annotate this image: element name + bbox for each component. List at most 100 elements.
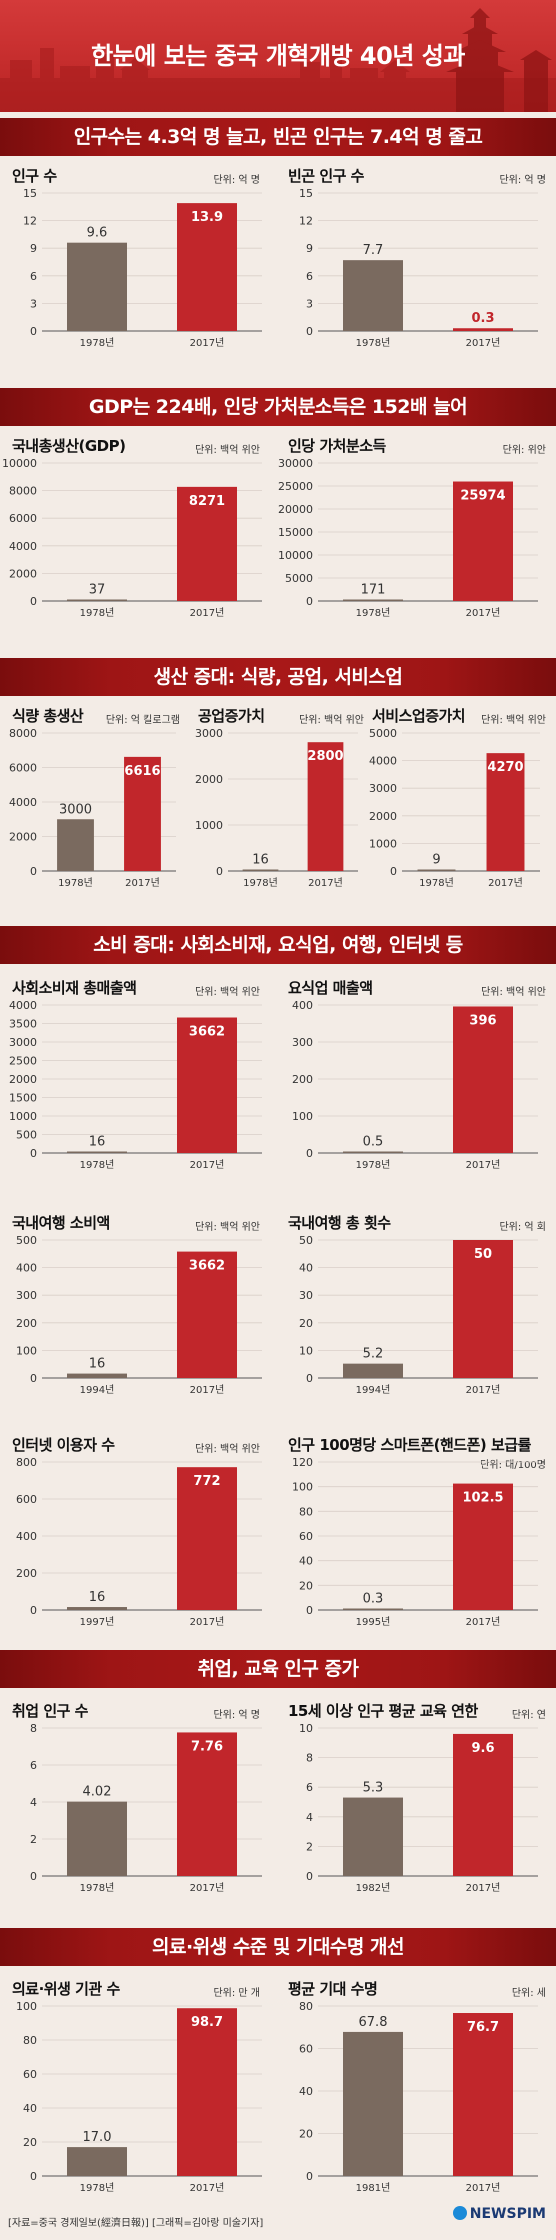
x-category-label: 1978년 xyxy=(356,337,391,349)
chart-1: 0 3 6 9 12 15 9.6 1978년 13.9 2017년 xyxy=(23,187,262,349)
y-tick-label: 300 xyxy=(292,1036,313,1049)
bar-1978년 xyxy=(417,869,456,871)
y-tick-label: 30 xyxy=(299,1289,313,1302)
chart-10: 0 100 200 300 400 500 16 1994년 3662 2017년 xyxy=(16,1234,262,1396)
y-tick-label: 1000 xyxy=(9,1110,37,1123)
chart-16-title: 의료·위생 기관 수 xyxy=(12,1980,120,1998)
chart-6: 0 1000 2000 3000 16 1978년 2800 2017년 xyxy=(195,727,358,889)
chart-6-unit: 단위: 백억 위안 xyxy=(299,715,364,726)
y-tick-label: 20 xyxy=(299,1317,313,1330)
y-tick-label: 0 xyxy=(306,1372,313,1385)
y-tick-label: 0 xyxy=(30,1372,37,1385)
y-tick-label: 8 xyxy=(30,1722,37,1735)
x-category-label: 2017년 xyxy=(190,607,225,619)
bar-value-label: 7.7 xyxy=(363,243,384,258)
y-tick-label: 6 xyxy=(30,1759,37,1772)
y-tick-label: 40 xyxy=(299,1555,313,1568)
x-category-label: 1994년 xyxy=(80,1384,115,1396)
bar-1982년 xyxy=(343,1797,403,1876)
bar-2017년 xyxy=(453,2013,513,2176)
y-tick-label: 30000 xyxy=(278,457,313,470)
x-category-label: 2017년 xyxy=(308,877,343,889)
chart-17-unit: 단위: 세 xyxy=(511,1988,546,1999)
bar-2017년 xyxy=(124,756,161,871)
logo-text: NEWSPIM xyxy=(469,2206,546,2222)
y-tick-label: 500 xyxy=(16,1129,37,1142)
y-tick-label: 0 xyxy=(306,2170,313,2183)
y-tick-label: 20000 xyxy=(278,503,313,516)
y-tick-label: 400 xyxy=(292,999,313,1012)
chart-12-title: 인터넷 이용자 수 xyxy=(12,1436,115,1454)
y-tick-label: 60 xyxy=(299,2043,313,2056)
chart-5-title: 식량 총생산 xyxy=(12,707,84,725)
y-tick-label: 0 xyxy=(30,595,37,608)
chart-15: 0 2 4 6 8 10 5.3 1982년 9.6 2017년 xyxy=(299,1722,538,1894)
chart-2: 0 3 6 9 12 15 7.7 1978년 0.3 2017년 xyxy=(299,187,538,349)
y-tick-label: 6000 xyxy=(9,762,37,775)
bar-1978년 xyxy=(67,599,127,601)
bar-1978년 xyxy=(57,819,94,871)
chart-3-title: 국내총생산(GDP) xyxy=(12,437,126,455)
x-category-label: 2017년 xyxy=(466,607,501,619)
bar-value-label: 772 xyxy=(193,1474,220,1489)
bar-1978년 xyxy=(67,1151,127,1153)
bar-value-label: 25974 xyxy=(460,489,505,504)
y-tick-label: 5000 xyxy=(369,727,397,740)
y-tick-label: 40 xyxy=(23,2102,37,2115)
y-tick-label: 800 xyxy=(16,1456,37,1469)
chart-6-title: 공업증가치 xyxy=(198,707,265,725)
x-category-label: 2017년 xyxy=(466,1384,501,1396)
x-category-label: 1978년 xyxy=(80,337,115,349)
y-tick-label: 40 xyxy=(299,2085,313,2098)
y-tick-label: 15000 xyxy=(278,526,313,539)
section-header-1: 인구수는 4.3억 명 늘고, 빈곤 인구는 7.4억 명 줄고 xyxy=(0,118,556,156)
x-category-label: 1978년 xyxy=(80,2182,115,2194)
bar-2017년 xyxy=(453,1483,513,1610)
y-tick-label: 0 xyxy=(30,1147,37,1160)
y-tick-label: 25000 xyxy=(278,480,313,493)
chart-11-title: 국내여행 총 횟수 xyxy=(288,1214,391,1232)
y-tick-label: 100 xyxy=(292,1481,313,1494)
x-category-label: 2017년 xyxy=(190,1159,225,1171)
bar-value-label: 3662 xyxy=(189,1025,225,1040)
y-tick-label: 100 xyxy=(292,1110,313,1123)
y-tick-label: 0 xyxy=(306,1870,313,1883)
chart-2-title: 빈곤 인구 수 xyxy=(288,167,364,185)
section-header-6: 의료·위생 수준 및 기대수명 개선 xyxy=(0,1928,556,1966)
chart-12: 0 200 400 600 800 16 1997년 772 2017년 xyxy=(16,1456,262,1628)
chart-10-title: 국내여행 소비액 xyxy=(12,1214,110,1232)
y-tick-label: 400 xyxy=(16,1262,37,1275)
x-category-label: 2017년 xyxy=(190,2182,225,2194)
bar-2017년 xyxy=(177,1251,237,1378)
chart-7-title: 서비스업증가치 xyxy=(372,707,466,725)
bar-value-label: 102.5 xyxy=(462,1491,503,1506)
bar-1978년 xyxy=(343,1151,403,1153)
bar-2017년 xyxy=(453,1240,513,1378)
chart-9: 0 100 200 300 400 0.5 1978년 396 2017년 xyxy=(292,999,538,1171)
bar-value-label: 9 xyxy=(432,853,440,868)
bar-value-label: 67.8 xyxy=(359,2015,388,2030)
y-tick-label: 3500 xyxy=(9,1018,37,1031)
x-category-label: 2017년 xyxy=(190,1384,225,1396)
bar-2017년 xyxy=(177,203,237,331)
section-header-3: 생산 증대: 식량, 공업, 서비스업 xyxy=(0,658,556,696)
y-tick-label: 1000 xyxy=(195,819,223,832)
y-tick-label: 200 xyxy=(16,1317,37,1330)
y-tick-label: 6 xyxy=(30,270,37,283)
y-tick-label: 400 xyxy=(16,1530,37,1543)
y-tick-label: 0 xyxy=(30,1604,37,1617)
bar-value-label: 0.3 xyxy=(363,1592,384,1607)
y-tick-label: 4000 xyxy=(9,540,37,553)
y-tick-label: 0 xyxy=(30,325,37,338)
x-category-label: 1978년 xyxy=(356,1159,391,1171)
x-category-label: 1978년 xyxy=(58,877,93,889)
y-tick-label: 6 xyxy=(306,270,313,283)
y-tick-label: 200 xyxy=(16,1567,37,1580)
bar-value-label: 16 xyxy=(89,1135,106,1150)
x-category-label: 1982년 xyxy=(356,1882,391,1894)
chart-1-unit: 단위: 억 명 xyxy=(213,175,260,186)
x-category-label: 1978년 xyxy=(419,877,454,889)
y-tick-label: 0 xyxy=(216,865,223,878)
x-category-label: 2017년 xyxy=(190,1882,225,1894)
y-tick-label: 100 xyxy=(16,2000,37,2013)
